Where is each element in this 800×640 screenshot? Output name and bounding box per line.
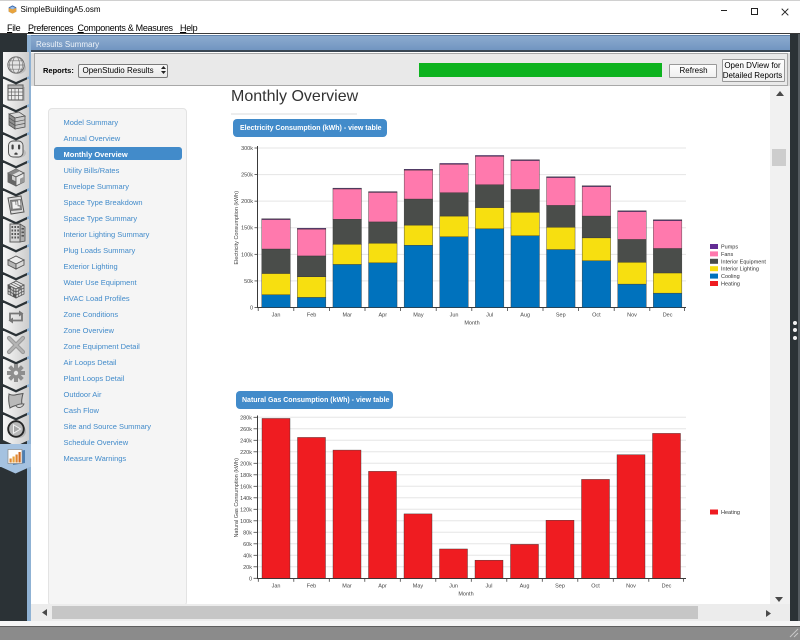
svg-text:60k: 60k — [243, 542, 252, 548]
svg-text:150k: 150k — [241, 226, 253, 232]
svg-text:Jan: Jan — [272, 313, 281, 319]
svg-text:80k: 80k — [243, 530, 252, 536]
svg-text:Jul: Jul — [485, 584, 492, 590]
svg-text:260k: 260k — [240, 427, 252, 433]
svg-text:Interior Equipment: Interior Equipment — [721, 259, 766, 265]
svg-text:Cooling: Cooling — [721, 274, 740, 280]
svg-text:20k: 20k — [243, 565, 252, 571]
svg-text:Feb: Feb — [307, 313, 316, 319]
svg-text:Oct: Oct — [591, 584, 600, 590]
svg-text:120k: 120k — [240, 507, 252, 513]
svg-text:160k: 160k — [240, 484, 252, 490]
svg-text:40k: 40k — [243, 553, 252, 559]
svg-text:250k: 250k — [241, 173, 253, 179]
svg-text:Oct: Oct — [592, 313, 601, 319]
svg-text:Apr: Apr — [379, 313, 388, 319]
svg-text:200k: 200k — [241, 199, 253, 205]
svg-text:Feb: Feb — [307, 584, 316, 590]
svg-text:Sep: Sep — [556, 313, 566, 319]
svg-text:0: 0 — [249, 576, 252, 582]
svg-text:May: May — [413, 313, 424, 319]
svg-text:Month: Month — [464, 321, 479, 327]
svg-text:Aug: Aug — [520, 584, 530, 590]
svg-text:Natural Gas Consumption (kWh): Natural Gas Consumption (kWh) — [234, 458, 240, 538]
svg-text:180k: 180k — [240, 473, 252, 479]
svg-text:Mar: Mar — [342, 313, 352, 319]
svg-text:100k: 100k — [240, 519, 252, 525]
svg-text:220k: 220k — [240, 450, 252, 456]
svg-text:280k: 280k — [240, 415, 252, 421]
svg-text:Month: Month — [458, 592, 473, 598]
svg-text:Dec: Dec — [662, 584, 672, 590]
svg-text:Nov: Nov — [627, 313, 637, 319]
svg-text:Interior Lighting: Interior Lighting — [721, 267, 759, 273]
svg-text:Heating: Heating — [721, 282, 740, 288]
svg-text:200k: 200k — [240, 461, 252, 467]
svg-text:Apr: Apr — [378, 584, 387, 590]
svg-text:Mar: Mar — [342, 584, 352, 590]
svg-text:Dec: Dec — [663, 313, 673, 319]
svg-text:50k: 50k — [244, 279, 253, 285]
svg-text:Jun: Jun — [449, 584, 458, 590]
svg-text:Aug: Aug — [520, 313, 530, 319]
svg-text:140k: 140k — [240, 496, 252, 502]
svg-text:May: May — [413, 584, 424, 590]
svg-text:Electricity Consumption (kWh): Electricity Consumption (kWh) — [234, 191, 240, 265]
svg-text:Pumps: Pumps — [721, 245, 738, 251]
svg-text:100k: 100k — [241, 252, 253, 258]
svg-text:0: 0 — [250, 306, 253, 312]
svg-text:Jul: Jul — [486, 313, 493, 319]
svg-text:Jan: Jan — [272, 584, 281, 590]
svg-text:300k: 300k — [241, 146, 253, 152]
svg-text:Nov: Nov — [626, 584, 636, 590]
svg-text:Jun: Jun — [450, 313, 459, 319]
svg-text:Heating: Heating — [721, 510, 740, 516]
svg-text:Sep: Sep — [555, 584, 565, 590]
svg-text:240k: 240k — [240, 438, 252, 444]
svg-text:Fans: Fans — [721, 252, 733, 258]
